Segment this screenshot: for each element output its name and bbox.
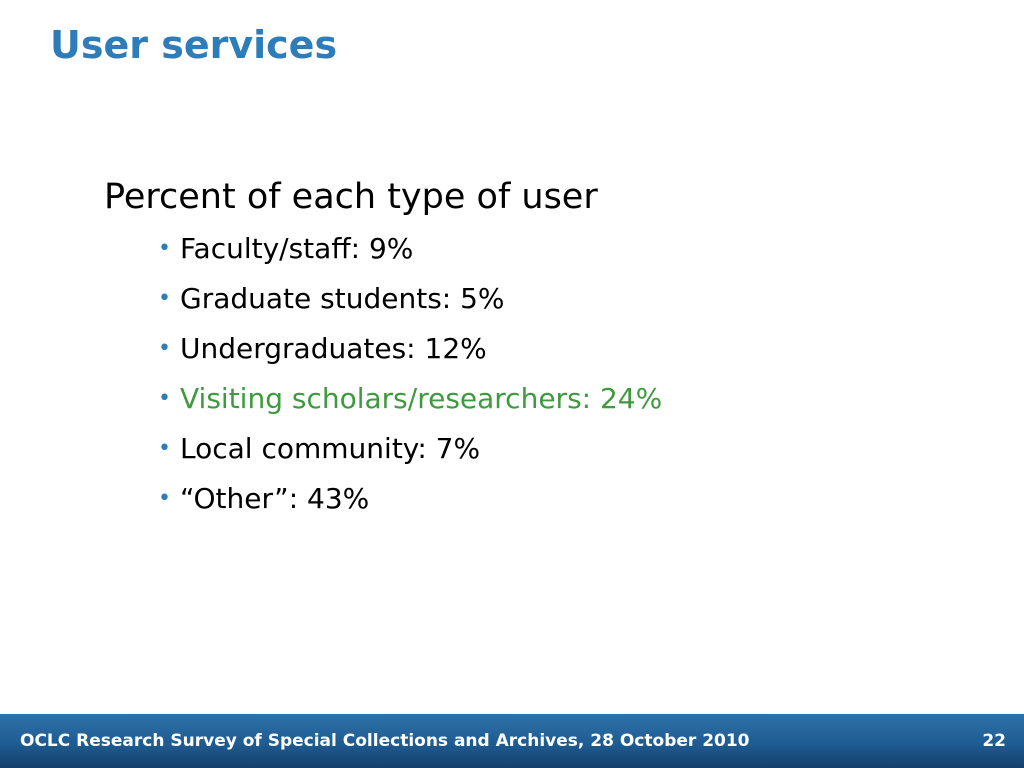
bullet-dot-icon: • — [158, 486, 171, 511]
bullet-dot-icon: • — [158, 336, 171, 361]
bullet-item-faculty-staff: • Faculty/staff: 9% — [158, 224, 984, 274]
bullet-text: Visiting scholars/researchers: 24% — [180, 382, 663, 415]
bullet-item-visiting-scholars: • Visiting scholars/researchers: 24% — [158, 374, 984, 424]
content-heading: Percent of each type of user — [104, 177, 598, 217]
bullet-text: Graduate students: 5% — [180, 282, 505, 315]
bullet-dot-icon: • — [158, 386, 171, 411]
bullet-text: Undergraduates: 12% — [180, 332, 487, 365]
bullet-text: Local community: 7% — [180, 432, 481, 465]
bullet-item-other: • “Other”: 43% — [158, 474, 984, 524]
bullet-dot-icon: • — [158, 436, 171, 461]
bullet-item-local-community: • Local community: 7% — [158, 424, 984, 474]
bullet-text: “Other”: 43% — [180, 482, 370, 515]
bullet-list: • Faculty/staff: 9% • Graduate students:… — [104, 224, 984, 524]
footer-text: OCLC Research Survey of Special Collecti… — [20, 731, 750, 751]
slide-content: Percent of each type of user • Faculty/s… — [104, 174, 984, 524]
bullet-text: Faculty/staff: 9% — [180, 232, 414, 265]
footer-bar: OCLC Research Survey of Special Collecti… — [0, 714, 1024, 768]
bullet-item-graduate-students: • Graduate students: 5% — [158, 274, 984, 324]
bullet-dot-icon: • — [158, 286, 171, 311]
page-number: 22 — [982, 731, 1006, 751]
bullet-dot-icon: • — [158, 236, 171, 261]
slide-title: User services — [50, 23, 338, 67]
bullet-item-undergraduates: • Undergraduates: 12% — [158, 324, 984, 374]
